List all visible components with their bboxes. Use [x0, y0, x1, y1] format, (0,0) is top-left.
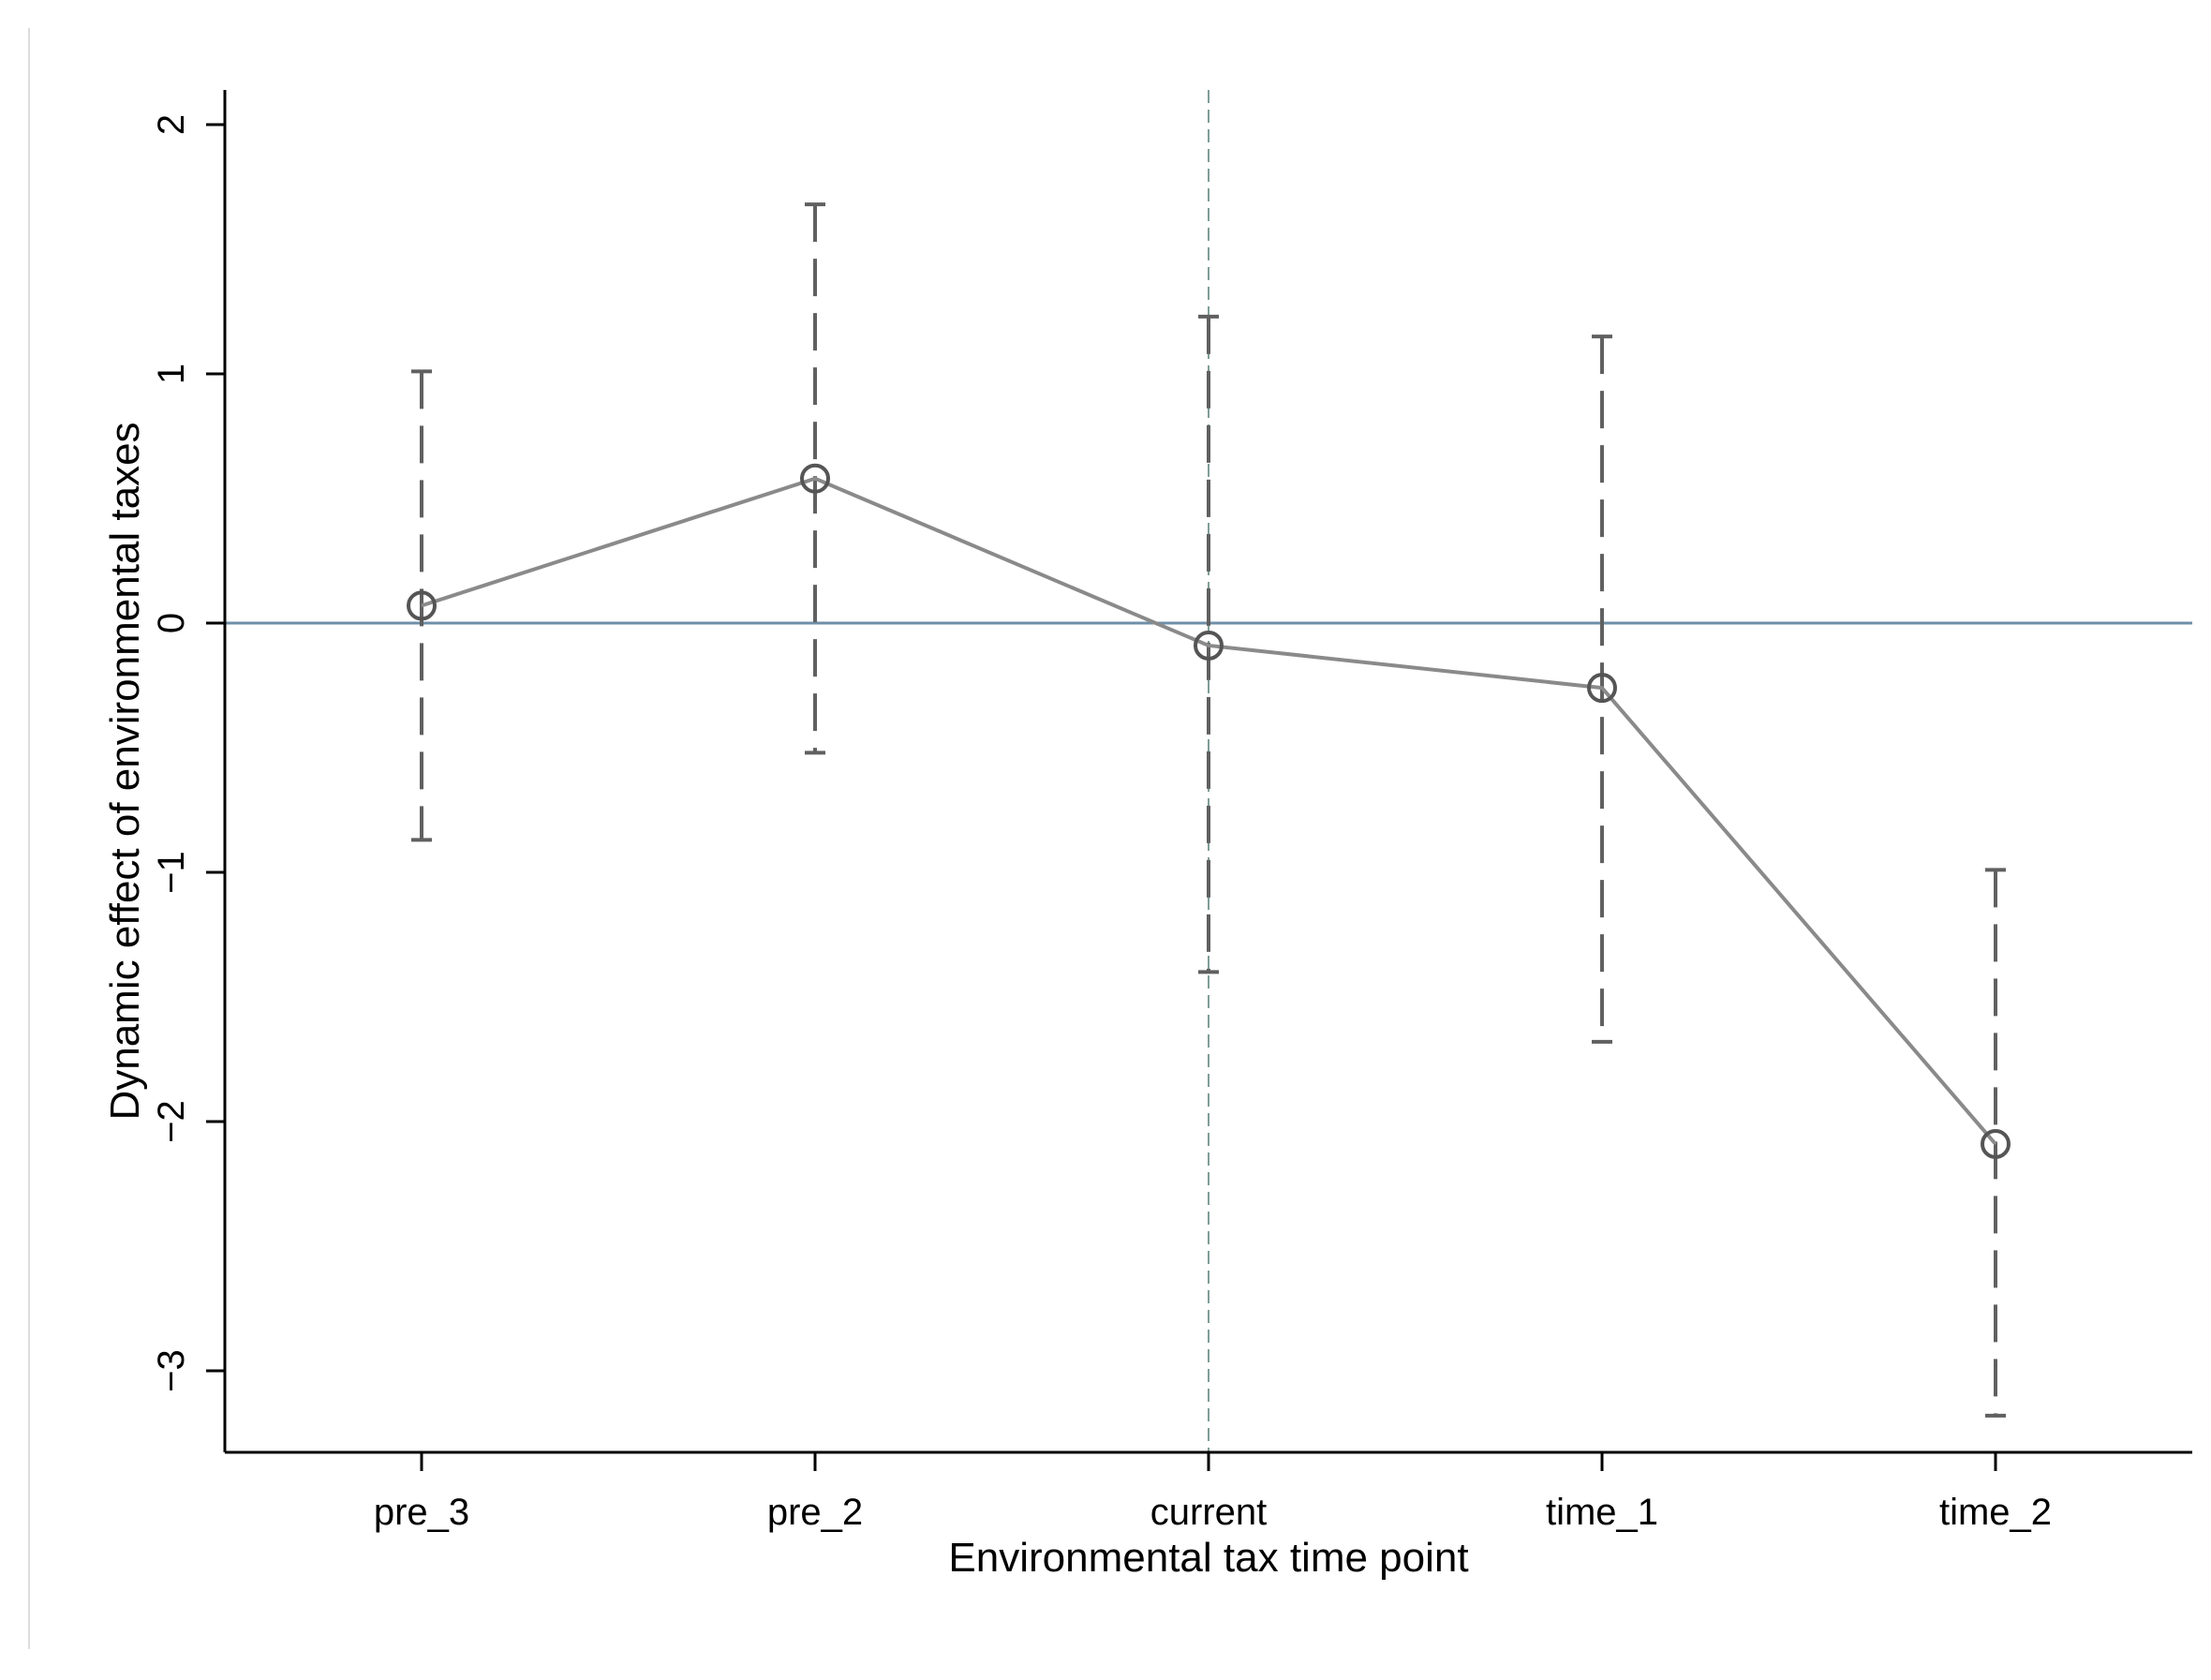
x-axis-title: Environmental tax time point	[948, 1535, 1468, 1581]
x-tick-label: time_2	[1939, 1492, 2052, 1533]
x-tick-label: time_1	[1546, 1492, 1658, 1533]
data-point-marker	[800, 463, 830, 494]
y-tick-label: 0	[151, 613, 192, 633]
y-tick-label: −1	[151, 851, 192, 894]
y-axis-title: Dynamic effect of environmental taxes	[102, 422, 148, 1120]
data-point-marker	[407, 590, 437, 621]
data-point-marker	[1981, 1128, 2011, 1159]
x-tick-label: pre_3	[374, 1492, 469, 1533]
series-line-group	[421, 476, 1997, 1146]
y-tick-label: −3	[151, 1349, 192, 1392]
x-tick-label: pre_2	[767, 1492, 863, 1533]
y-tick-label: −2	[151, 1100, 192, 1143]
y-tick-label: 2	[151, 114, 192, 135]
series-line	[421, 476, 1997, 1146]
y-tick-label: 1	[151, 364, 192, 384]
data-point-marker	[1194, 630, 1224, 661]
y-ticks: 2 1 0 −1 −2 −3	[151, 114, 225, 1392]
x-tick-label: current	[1150, 1492, 1268, 1533]
data-point-marker	[1587, 673, 1617, 704]
series-markers	[407, 463, 2011, 1159]
x-ticks: pre_3 pre_2 current time_1 time_2	[374, 1452, 2052, 1533]
